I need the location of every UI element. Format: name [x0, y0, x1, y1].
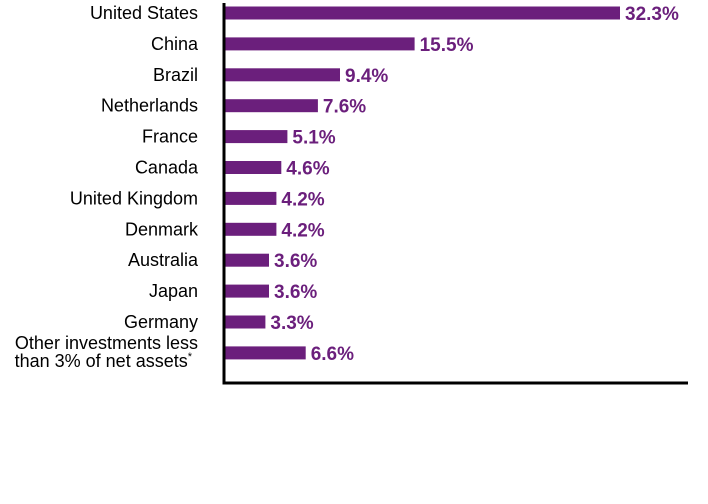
value-label-japan: 3.6% — [274, 282, 317, 303]
category-label-united-states: United States — [90, 3, 198, 23]
category-label-canada: Canada — [135, 158, 199, 178]
bar-united-states — [225, 6, 620, 20]
category-label-china: China — [151, 34, 199, 54]
bar-germany — [225, 315, 266, 329]
category-label-australia: Australia — [128, 250, 199, 270]
bar-netherlands — [225, 99, 318, 113]
value-label-brazil: 9.4% — [345, 66, 388, 87]
value-label-france: 5.1% — [292, 128, 335, 149]
category-label-other-investments: Other investments less than 3% of net ass… — [15, 333, 198, 371]
value-label-netherlands: 7.6% — [323, 97, 366, 118]
value-label-australia: 3.6% — [274, 251, 317, 272]
category-label-united-kingdom: United Kingdom — [70, 188, 198, 208]
bar-china — [225, 37, 415, 51]
category-label-brazil: Brazil — [153, 65, 198, 85]
bar-united-kingdom — [225, 191, 277, 205]
bar-other-investments-less-than-3-of-net-assets — [225, 346, 306, 360]
category-label-germany: Germany — [124, 312, 198, 332]
value-label-canada: 4.6% — [286, 159, 329, 180]
value-label-united-kingdom: 4.2% — [281, 189, 324, 210]
category-label-france: France — [142, 127, 198, 147]
category-label-japan: Japan — [149, 281, 198, 301]
bar-canada — [225, 161, 282, 174]
bar-brazil — [225, 68, 340, 82]
bar-australia — [225, 253, 269, 267]
bar-japan — [225, 284, 269, 298]
value-label-china: 15.5% — [420, 35, 474, 56]
value-label-united-states: 32.3% — [625, 4, 679, 25]
category-labels-group: United States China Brazil Netherlands Franc… — [15, 3, 199, 371]
value-labels-group: 32.3% 15.5% 9.4% 7.6% 5.1% 4.6% 4.2% 4.2% 3.6% 3.… — [270, 4, 679, 365]
value-label-other-investments-less-than-3-of-net-assets: 6.6% — [311, 344, 354, 365]
category-label-denmark: Denmark — [125, 219, 199, 239]
bar-denmark — [225, 222, 277, 236]
category-label-netherlands: Netherlands — [101, 96, 198, 116]
value-label-germany: 3.3% — [270, 313, 313, 334]
value-label-denmark: 4.2% — [281, 220, 324, 241]
bars-group — [225, 6, 620, 360]
bar-france — [225, 130, 288, 144]
